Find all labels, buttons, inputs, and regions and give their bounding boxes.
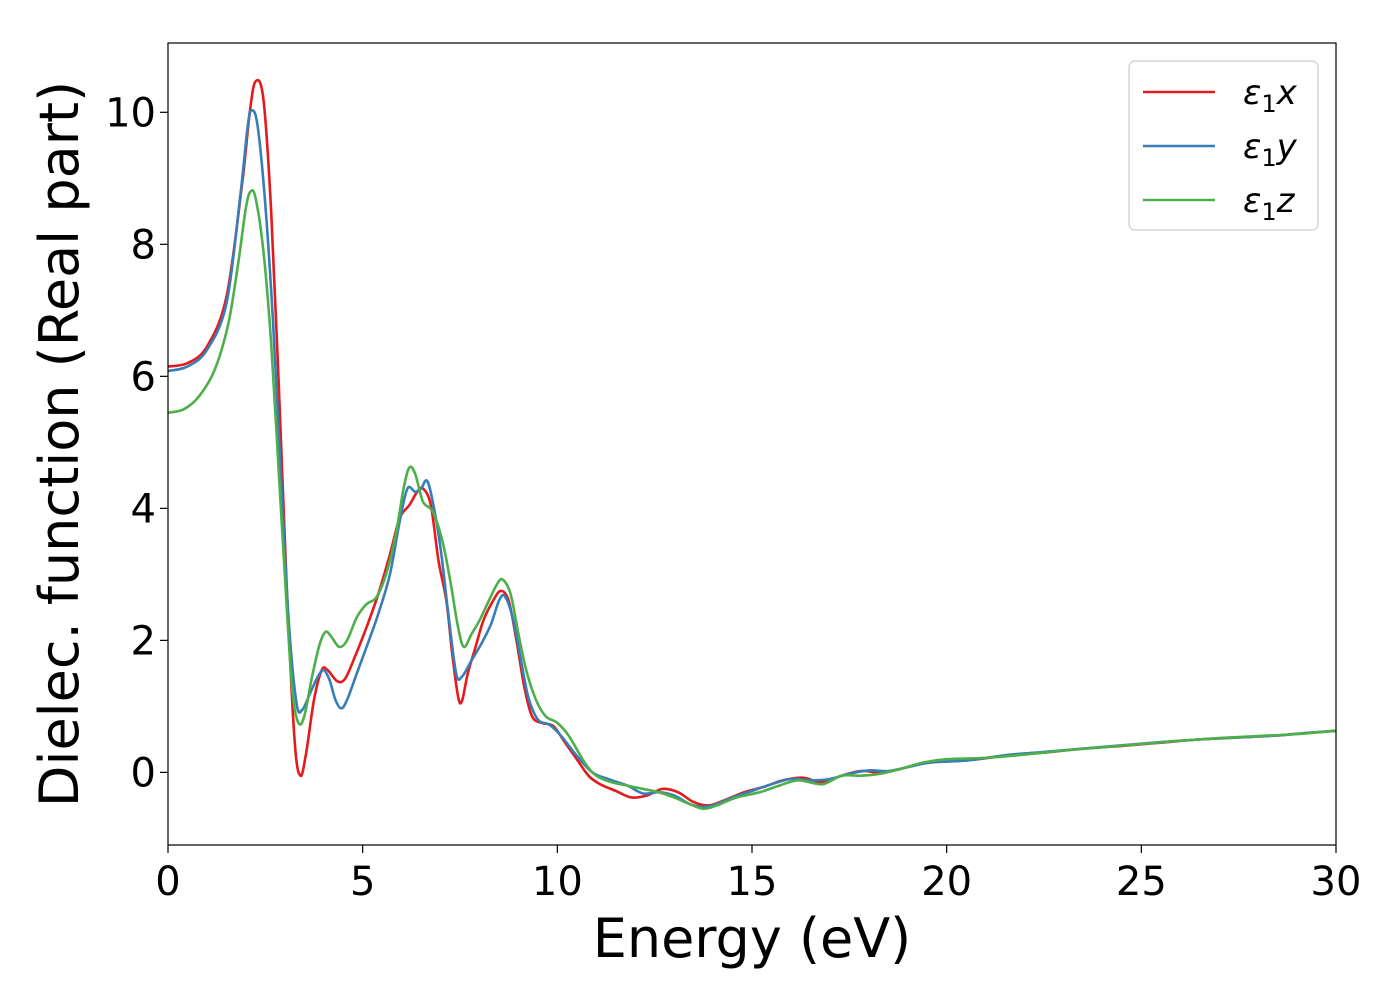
y-tick-label: 6 bbox=[131, 354, 156, 400]
x-axis-label: Energy (eV) bbox=[593, 907, 912, 970]
legend-box bbox=[1128, 60, 1319, 231]
x-axis-ticks: 0 5 10 15 20 25 30 bbox=[155, 845, 1361, 905]
legend-label-y: ε1y bbox=[1243, 127, 1298, 172]
x-tick-label: 25 bbox=[1116, 859, 1167, 905]
series-layer bbox=[168, 78, 1336, 811]
y-tick-label: 0 bbox=[131, 750, 156, 796]
y-tick-label: 8 bbox=[131, 222, 156, 268]
x-tick-label: 15 bbox=[727, 859, 778, 905]
legend: ε1x ε1y ε1z bbox=[1128, 60, 1319, 231]
x-tick-label: 0 bbox=[155, 859, 180, 905]
x-tick-label: 20 bbox=[921, 859, 972, 905]
series-line-y bbox=[168, 109, 1336, 809]
series-line-z bbox=[168, 188, 1336, 811]
y-tick-label: 4 bbox=[131, 486, 156, 532]
y-tick-label: 2 bbox=[131, 618, 156, 664]
x-tick-label: 5 bbox=[350, 859, 375, 905]
series-line-x bbox=[168, 78, 1336, 807]
legend-label-z: ε1z bbox=[1243, 181, 1296, 226]
y-tick-label: 10 bbox=[105, 90, 156, 136]
y-axis-label: Dielec. function (Real part) bbox=[28, 81, 91, 807]
y-axis-ticks: 0 2 4 6 8 10 bbox=[105, 90, 168, 796]
x-tick-label: 10 bbox=[532, 859, 583, 905]
x-tick-label: 30 bbox=[1311, 859, 1362, 905]
legend-label-x: ε1x bbox=[1243, 73, 1298, 118]
